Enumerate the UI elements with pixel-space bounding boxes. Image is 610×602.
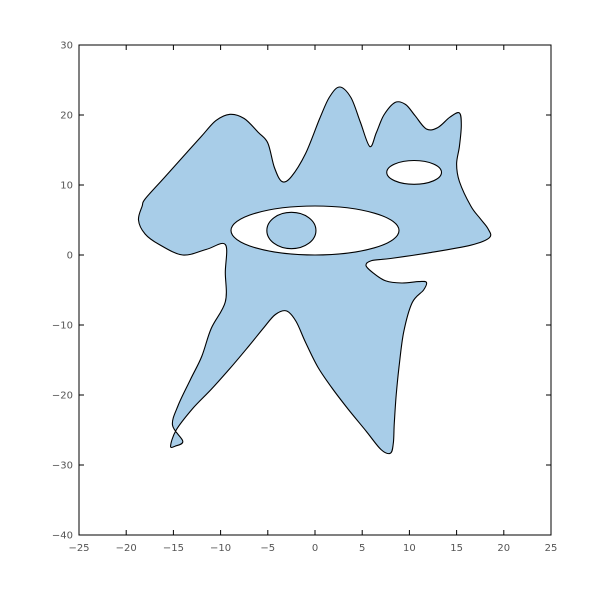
y-axis: −40 −30 −20 −10 0 10 20 30 — [52, 41, 551, 542]
x-tick-label: 15 — [450, 543, 463, 554]
x-tick-label: −5 — [260, 543, 275, 554]
y-tick-label: −10 — [52, 321, 73, 332]
plot-area — [137, 86, 492, 455]
y-tick-label: 10 — [60, 181, 73, 192]
y-tick-label: 30 — [60, 41, 73, 52]
y-tick-label: 0 — [67, 251, 73, 262]
y-tick-label: −30 — [52, 461, 73, 472]
x-tick-label: 10 — [403, 543, 416, 554]
island-circle — [266, 211, 317, 250]
filled-region — [137, 86, 492, 455]
y-tick-label: −20 — [52, 391, 73, 402]
x-tick-label: 0 — [312, 543, 318, 554]
x-tick-label: −25 — [68, 543, 89, 554]
x-tick-label: −15 — [163, 543, 184, 554]
hole-small-ellipse — [386, 159, 443, 185]
x-tick-label: 20 — [497, 543, 510, 554]
x-tick-label: 25 — [545, 543, 558, 554]
y-tick-label: −40 — [52, 531, 73, 542]
x-tick-label: 5 — [359, 543, 365, 554]
x-tick-label: −20 — [116, 543, 137, 554]
y-tick-label: 20 — [60, 111, 73, 122]
x-tick-label: −10 — [210, 543, 231, 554]
x-axis: −25 −20 −15 −10 −5 0 5 10 15 20 25 — [68, 45, 557, 554]
